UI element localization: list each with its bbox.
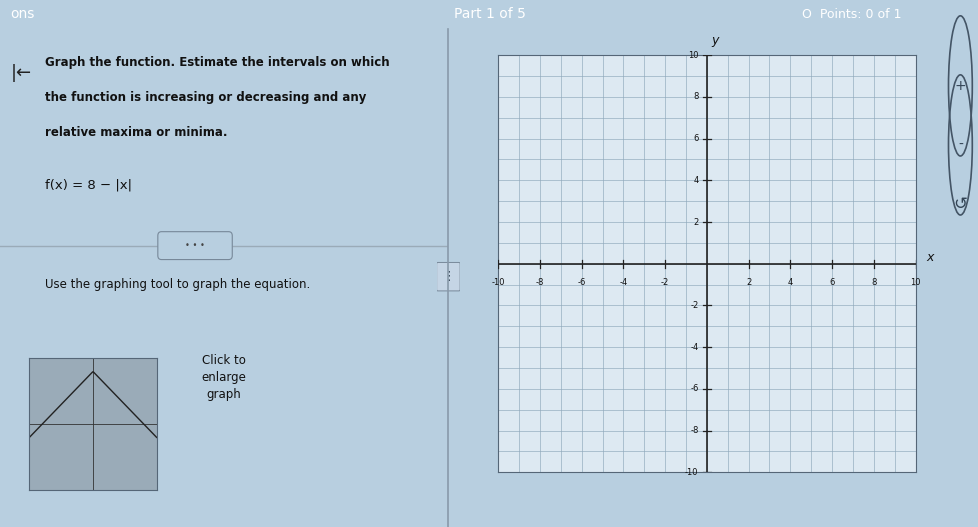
Text: -6: -6 bbox=[577, 278, 585, 287]
Text: -10: -10 bbox=[685, 468, 698, 477]
Text: O  Points: 0 of 1: O Points: 0 of 1 bbox=[801, 8, 901, 21]
Text: 2: 2 bbox=[692, 218, 698, 227]
Text: Part 1 of 5: Part 1 of 5 bbox=[453, 7, 525, 22]
Text: the function is increasing or decreasing and any: the function is increasing or decreasing… bbox=[45, 91, 366, 104]
Text: ↺: ↺ bbox=[953, 195, 966, 213]
Text: x: x bbox=[925, 251, 933, 264]
Text: -4: -4 bbox=[619, 278, 627, 287]
Text: 2: 2 bbox=[745, 278, 750, 287]
Text: 10: 10 bbox=[688, 51, 698, 60]
Text: -2: -2 bbox=[689, 301, 698, 310]
Text: Click to
enlarge
graph: Click to enlarge graph bbox=[201, 354, 246, 401]
Text: 6: 6 bbox=[692, 134, 698, 143]
Text: -6: -6 bbox=[689, 384, 698, 393]
Text: ons: ons bbox=[10, 7, 34, 22]
Text: ⋮: ⋮ bbox=[442, 270, 454, 283]
Text: 4: 4 bbox=[692, 176, 698, 185]
Text: 6: 6 bbox=[828, 278, 834, 287]
Text: -10: -10 bbox=[491, 278, 505, 287]
Text: f(x) = 8 − |x|: f(x) = 8 − |x| bbox=[45, 179, 132, 191]
Text: Graph the function. Estimate the intervals on which: Graph the function. Estimate the interva… bbox=[45, 56, 389, 70]
FancyBboxPatch shape bbox=[157, 232, 232, 260]
Text: 8: 8 bbox=[692, 92, 698, 101]
Text: +: + bbox=[954, 79, 965, 93]
Text: -2: -2 bbox=[660, 278, 669, 287]
Text: -: - bbox=[957, 138, 961, 152]
FancyBboxPatch shape bbox=[436, 262, 460, 291]
Text: -8: -8 bbox=[535, 278, 544, 287]
Text: 10: 10 bbox=[910, 278, 920, 287]
Text: y: y bbox=[711, 34, 718, 47]
Text: 8: 8 bbox=[870, 278, 875, 287]
Text: Use the graphing tool to graph the equation.: Use the graphing tool to graph the equat… bbox=[45, 278, 310, 291]
Text: -4: -4 bbox=[689, 343, 698, 352]
Text: relative maxima or minima.: relative maxima or minima. bbox=[45, 126, 227, 139]
Text: -8: -8 bbox=[689, 426, 698, 435]
Text: |←: |← bbox=[11, 64, 32, 82]
Text: 4: 4 bbox=[787, 278, 792, 287]
Text: • • •: • • • bbox=[185, 241, 204, 250]
